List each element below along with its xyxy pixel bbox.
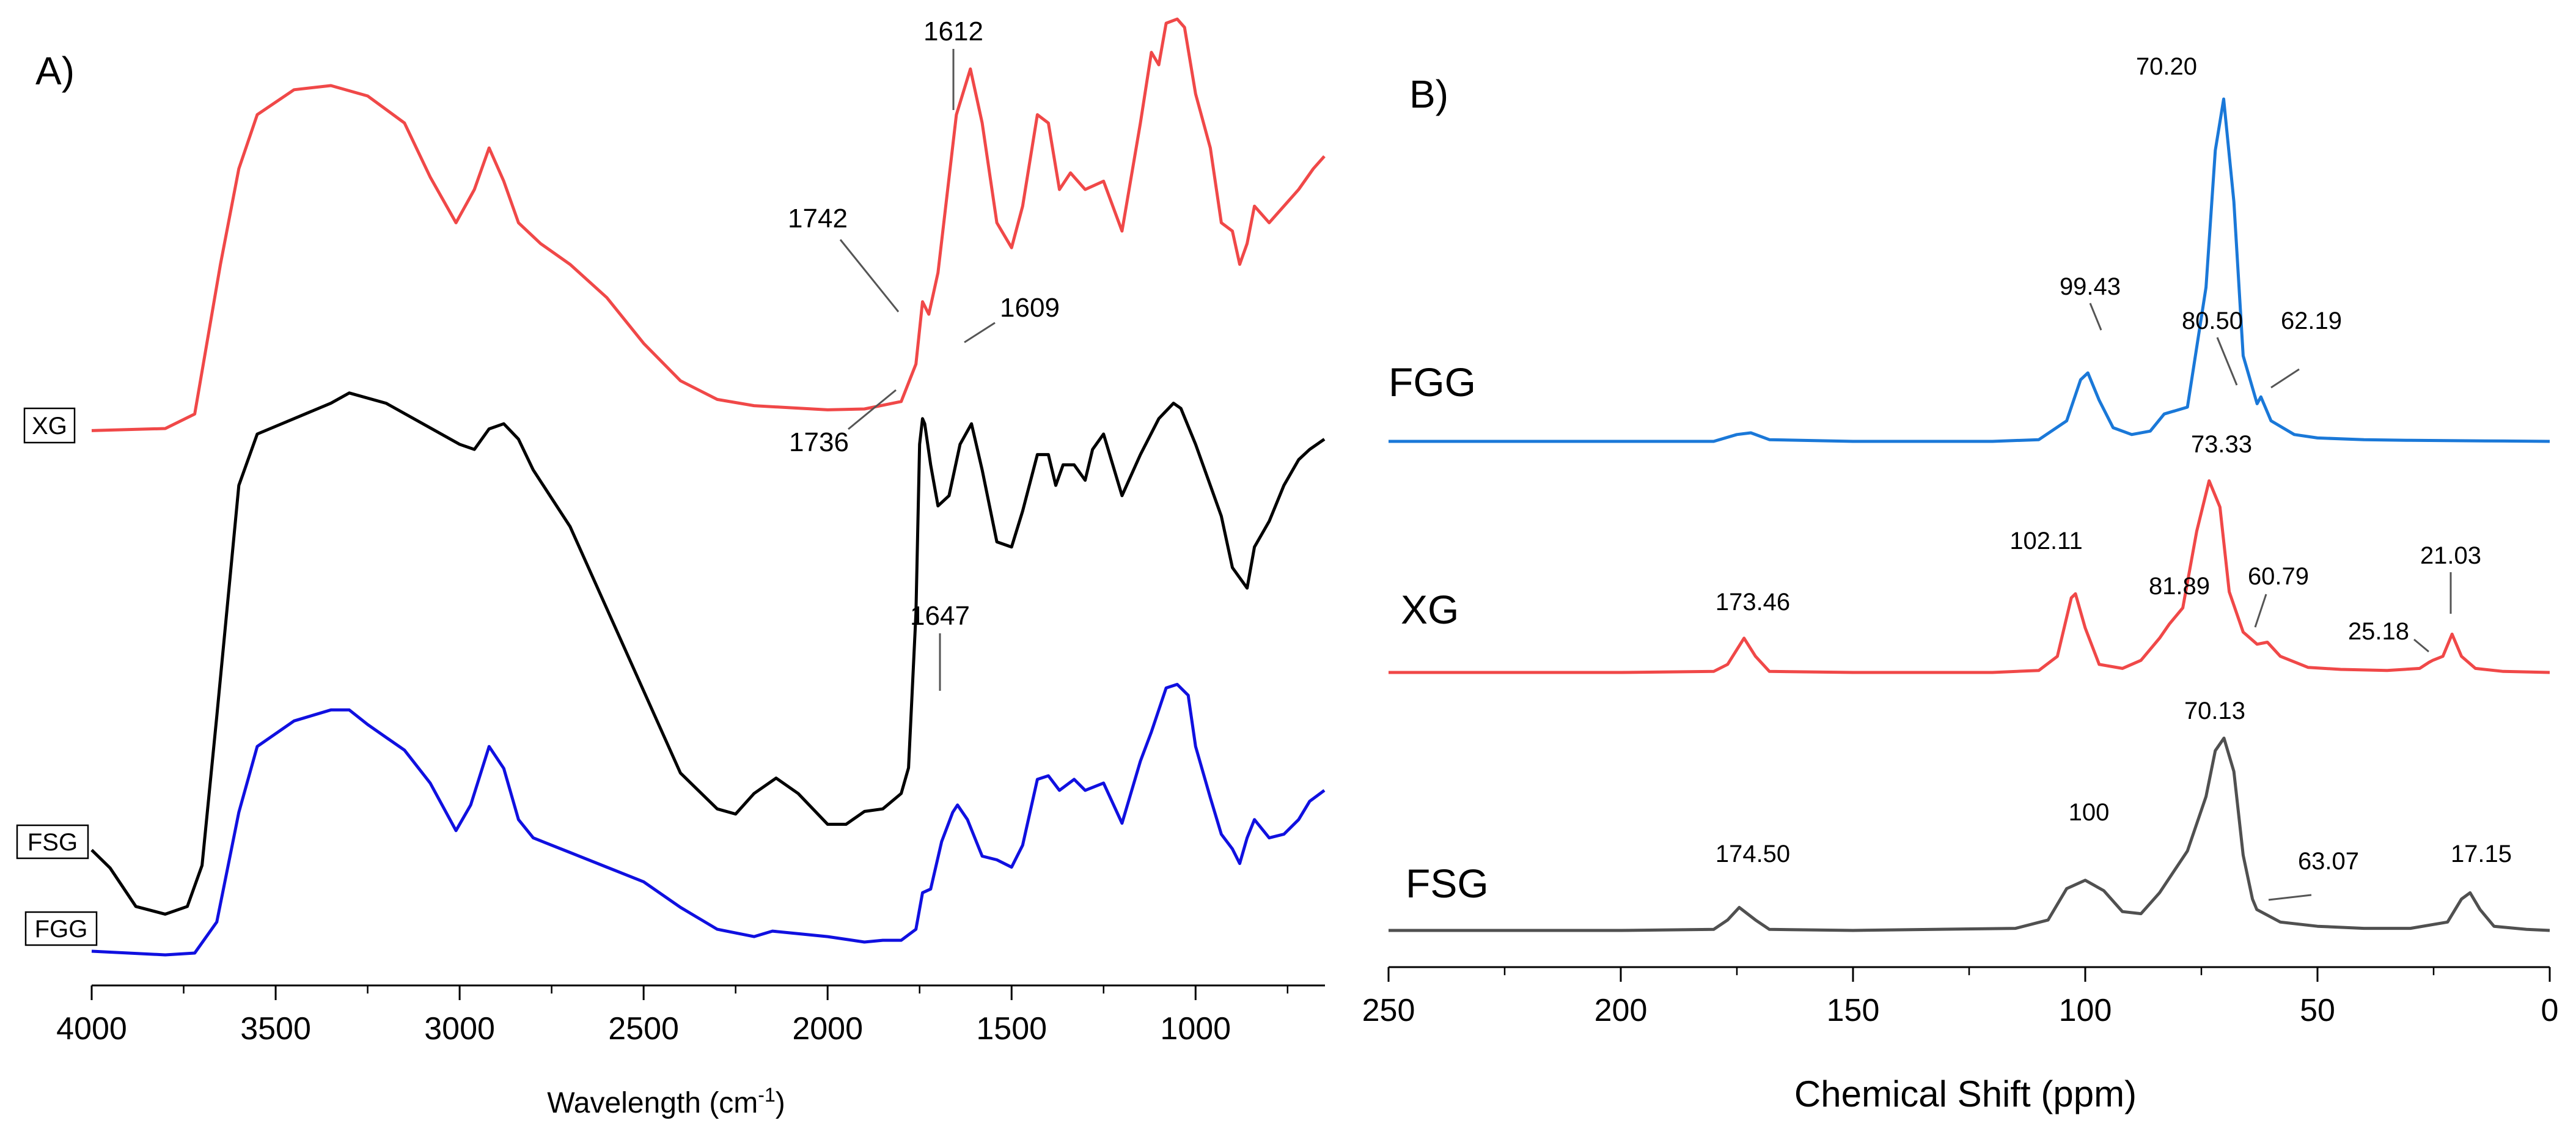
panel-b-series-label-xg: XG (1401, 587, 1459, 632)
annotation-label: 17.15 (2451, 841, 2512, 867)
panel-a-label: A) (35, 49, 75, 93)
annotation-label: 1612 (923, 17, 983, 46)
panel-a-annotation-1736: 1736 (789, 389, 897, 457)
panel-b-annotation-80-50: 80.50 (2182, 307, 2243, 386)
panel-b-label: B) (1409, 72, 1448, 116)
x-tick-label: 1500 (976, 1011, 1047, 1047)
panel-a-x-ticks (90, 985, 1289, 1000)
x-tick-label: 2500 (608, 1011, 679, 1047)
panel-b-annotation-63-07: 63.07 (2268, 848, 2359, 901)
panel-b-series-label-fgg: FGG (1389, 359, 1476, 405)
panel-b-annotation-102-11: 102.11 (2009, 528, 2082, 554)
panel-b-annotation-17-15: 17.15 (2451, 841, 2512, 867)
annotation-label: 1609 (1000, 293, 1060, 323)
x-tick-label: 50 (2300, 993, 2335, 1028)
series-line-xg (91, 17, 1326, 432)
panel-a-annotation-1612: 1612 (923, 17, 983, 110)
panel-b-annotation-25-18: 25.18 (2348, 618, 2429, 653)
annotation-label: 73.33 (2191, 431, 2252, 458)
series-line-fsg (90, 391, 1326, 916)
panel-a-series-label-fgg: FGG (24, 911, 98, 946)
panel-b-series-lines (1389, 97, 2550, 932)
series-label-text: FSG (28, 829, 78, 856)
annotation-label: 102.11 (2009, 528, 2082, 554)
annotation-label: 80.50 (2182, 307, 2243, 334)
panel-b-annotation-62-19: 62.19 (2270, 307, 2342, 389)
panel-b-x-axis-title: Chemical Shift (ppm) (1794, 1073, 2137, 1114)
panel-b-annotation-60-79: 60.79 (2248, 563, 2309, 628)
panel-b-series-label-fsg: FSG (1406, 861, 1489, 906)
panel-b-annotation-100: 100 (2069, 799, 2110, 826)
series-line-fgg (1389, 97, 2550, 443)
panel-b-annotation-21-03: 21.03 (2420, 542, 2481, 614)
annotation-leader (2268, 894, 2312, 901)
panel-b-annotation-70-13: 70.13 (2184, 698, 2245, 724)
panel-a-x-tick-labels: 4000 3500 3000 2500 2000 1500 1000 (56, 1011, 1231, 1047)
annotation-label: 173.46 (1715, 589, 1790, 616)
series-label-box (24, 911, 98, 946)
series-line-fgg (91, 683, 1326, 957)
annotation-label: 100 (2069, 799, 2110, 826)
annotation-leader (2089, 303, 2102, 331)
annotation-label: 70.13 (2184, 698, 2245, 724)
panel-b-annotation-73-33: 73.33 (2191, 431, 2252, 458)
annotation-label: 60.79 (2248, 563, 2309, 590)
panel-b-annotation-81-89: 81.89 (2149, 573, 2210, 600)
panel-b-annotation-174-50: 174.50 (1715, 841, 1790, 867)
x-tick-label: 4000 (56, 1011, 127, 1047)
annotation-label: 99.43 (2060, 273, 2121, 300)
panel-a-annotation-1647: 1647 (910, 601, 970, 691)
annotation-label: 62.19 (2281, 307, 2342, 334)
x-tick-label: 1000 (1160, 1011, 1231, 1047)
annotation-label: 1742 (788, 204, 848, 234)
annotation-leader (2270, 368, 2300, 389)
panel-b-annotation-70-20: 70.20 (2136, 53, 2197, 80)
annotation-label: 1647 (910, 601, 970, 631)
series-label-box (23, 407, 76, 444)
x-tick-label: 2000 (792, 1011, 863, 1047)
series-label-box (16, 824, 89, 860)
annotation-label: 81.89 (2149, 573, 2210, 600)
panel-b-x-ticks (1387, 967, 2551, 982)
panel-a-series-label-xg: XG (23, 407, 76, 444)
annotation-leader (964, 322, 996, 344)
x-tick-label: 250 (1362, 993, 1415, 1028)
panel-b-x-tick-labels: 250 200 150 100 50 0 (1362, 993, 2559, 1028)
series-label-text: FGG (35, 916, 88, 943)
annotation-leader (2216, 337, 2238, 386)
panel-a-annotation-1609: 1609 (964, 293, 1060, 344)
x-tick-label: 150 (1827, 993, 1880, 1028)
x-tick-label: 0 (2541, 993, 2559, 1028)
panel-a-series-label-fsg: FSG (16, 824, 89, 860)
annotation-label: 25.18 (2348, 618, 2409, 645)
panel-b-annotation-99-43: 99.43 (2060, 273, 2121, 331)
annotation-leader (2254, 594, 2267, 628)
panel-a-annotation-1742: 1742 (788, 204, 900, 312)
panel-b-nmr: B) 250 200 150 100 50 0 Chemical Shift (ppm) … (1362, 53, 2559, 1114)
panel-a-ftir: A) 4000 3500 3000 2500 2000 1500 1000 Waveleng… (16, 17, 1326, 1119)
panel-b-annotation-173-46: 173.46 (1715, 589, 1790, 616)
panel-a-x-axis-title: Wavelength (cm-1) (547, 1084, 785, 1119)
annotation-leader (848, 389, 897, 430)
annotation-label: 1736 (789, 427, 849, 457)
series-line-fsg (1389, 736, 2550, 932)
panel-a-series-lines (90, 17, 1326, 957)
series-line-xg (1389, 479, 2550, 674)
x-tick-label: 100 (2059, 993, 2112, 1028)
series-label-text: XG (32, 413, 67, 440)
annotation-leader (839, 239, 900, 312)
annotation-label: 70.20 (2136, 53, 2197, 80)
annotation-label: 21.03 (2420, 542, 2481, 569)
annotation-label: 63.07 (2298, 848, 2359, 875)
x-tick-label: 3500 (240, 1011, 311, 1047)
x-tick-label: 3000 (424, 1011, 495, 1047)
annotation-label: 174.50 (1715, 841, 1790, 867)
annotation-leader (2413, 638, 2429, 653)
x-tick-label: 200 (1594, 993, 1648, 1028)
